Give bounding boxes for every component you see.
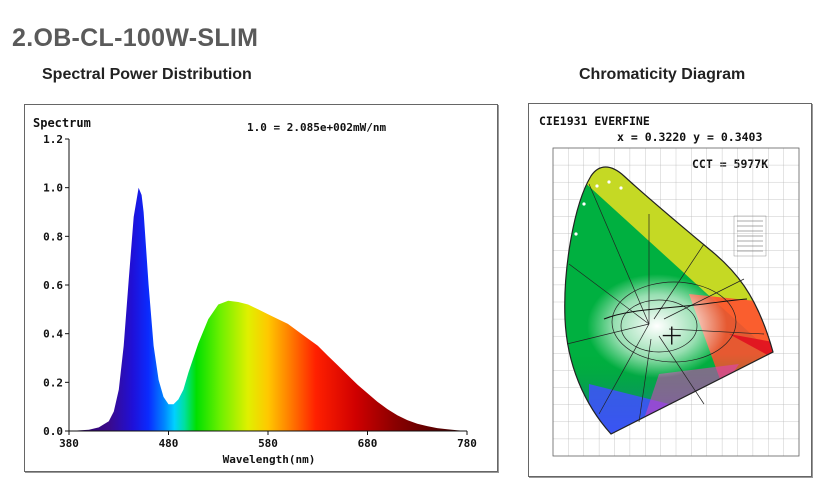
spd-x-tick-label: 680 [358,437,378,450]
spd-y-tick-label: 0.2 [43,376,63,389]
cie-chart: CIE1931 EVERFINE x = 0.3220 y = 0.3403 C… [539,114,800,457]
cie-planckian-locus [603,298,748,320]
spd-y-tick-label: 0.0 [43,425,63,438]
spd-y-tick-label: 0.4 [43,328,63,341]
spd-scale-annotation: 1.0 = 2.085e+002mW/nm [247,121,386,134]
cie-chart-title: CIE1931 EVERFINE [539,114,650,128]
spd-chart-title: Spectrum [33,116,91,130]
spd-x-tick-label: 780 [457,437,477,450]
spd-y-tick-label: 1.0 [43,182,63,195]
spd-x-axis-label: Wavelength(nm) [223,453,316,466]
cie-cct: CCT = 5977K [692,157,768,171]
cie-plot-frame [552,147,800,457]
cie-chart-panel: CIE1931 EVERFINE x = 0.3220 y = 0.3403 C… [528,103,812,477]
cie-coordinates: x = 0.3220 y = 0.3403 [617,130,762,144]
cie-wavelength-dots [574,180,623,236]
spd-x-tick-label: 580 [258,437,278,450]
spd-chart: Spectrum 1.0 = 2.085e+002mW/nm 0.0 0.2 0.4… [33,116,477,466]
spd-x-tick-label: 380 [59,437,79,450]
cie-section-title: Chromaticity Diagram [579,66,746,83]
spectrum-area [69,187,467,431]
spd-x-tick-label: 480 [159,437,179,450]
spd-y-tick-label: 0.6 [43,279,63,292]
spd-y-tick-label: 1.2 [43,133,63,146]
cie-measured-point [662,326,681,345]
cie-region-lines [566,183,765,423]
spd-y-tick-label: 0.8 [43,230,63,243]
spd-section-title: Spectral Power Distribution [42,66,252,83]
page-title: 2.OB-CL-100W-SLIM [12,24,259,52]
cie-spectral-locus [564,166,774,435]
cie-source-legend [733,215,767,257]
spd-chart-panel: Spectrum 1.0 = 2.085e+002mW/nm 0.0 0.2 0.4… [24,104,498,472]
spd-plot-area: 0.0 0.2 0.4 0.6 0.8 1.0 1.2 380 480 580 680 780 [43,133,477,450]
